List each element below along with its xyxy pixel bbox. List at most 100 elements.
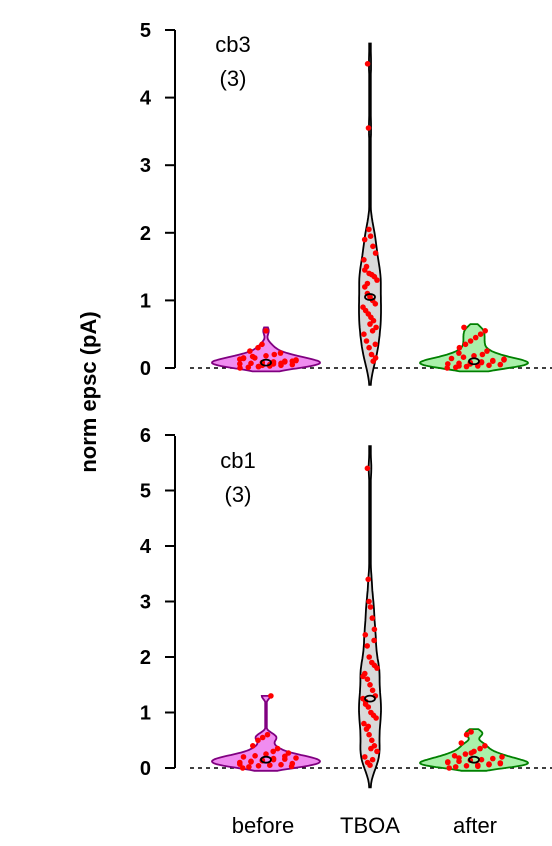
- data-point-before: [268, 693, 274, 699]
- data-point-tboa: [364, 280, 371, 287]
- data-point-tboa: [372, 250, 379, 256]
- data-point-tboa: [369, 328, 376, 334]
- data-point-before: [285, 750, 292, 756]
- data-point-tboa: [361, 257, 367, 263]
- data-point-after: [486, 761, 492, 768]
- data-point-tboa: [369, 737, 375, 744]
- data-point-after: [478, 359, 485, 366]
- data-point-after: [477, 745, 483, 752]
- data-point-tboa: [374, 665, 380, 671]
- data-point-after: [445, 759, 451, 765]
- data-point-tboa: [367, 321, 373, 327]
- data-point-tboa: [362, 754, 368, 760]
- data-point-after: [478, 756, 485, 763]
- data-point-after: [468, 750, 475, 756]
- data-point-after: [499, 754, 505, 760]
- data-point-before: [293, 357, 299, 364]
- median-marker-before: [260, 358, 272, 367]
- data-point-before: [259, 734, 266, 741]
- y-axis-title-group: norm epsc (pA): [76, 311, 101, 472]
- y-tick-label: 3: [140, 592, 151, 614]
- y-tick-label: 6: [140, 425, 151, 447]
- data-point-tboa: [368, 351, 375, 358]
- data-point-tboa: [367, 604, 374, 610]
- data-point-after: [497, 760, 504, 766]
- data-point-before: [259, 341, 265, 348]
- data-point-tboa: [364, 61, 371, 67]
- data-point-tboa: [372, 301, 379, 307]
- data-point-tboa: [367, 233, 374, 239]
- data-point-tboa: [373, 324, 379, 331]
- data-point-after: [460, 354, 467, 361]
- y-tick-label: 3: [140, 155, 151, 177]
- data-point-tboa: [366, 344, 372, 351]
- data-point-before: [252, 753, 258, 759]
- median-marker-tboa: [364, 694, 376, 703]
- data-point-tboa: [372, 341, 379, 348]
- data-point-tboa: [360, 673, 366, 680]
- median-marker-after: [468, 755, 480, 764]
- data-point-tboa: [368, 745, 374, 752]
- data-point-after: [461, 324, 467, 331]
- data-point-before: [255, 763, 262, 769]
- data-point-before: [263, 328, 269, 334]
- data-point-after: [463, 731, 470, 738]
- data-point-after: [468, 729, 474, 735]
- data-point-tboa: [370, 243, 376, 250]
- data-point-tboa: [362, 632, 369, 638]
- data-point-before: [277, 350, 284, 356]
- data-point-after: [467, 338, 474, 344]
- data-point-tboa: [362, 267, 368, 273]
- data-point-before: [271, 351, 278, 358]
- data-point-after: [456, 350, 462, 356]
- data-point-after: [479, 351, 486, 358]
- data-point-before: [247, 348, 253, 354]
- y-tick-label: 2: [140, 223, 151, 245]
- data-point-tboa: [370, 317, 377, 324]
- data-point-after: [456, 344, 463, 351]
- data-point-tboa: [363, 338, 370, 344]
- data-point-after: [456, 363, 462, 369]
- data-point-tboa: [369, 687, 376, 694]
- category-label-tboa: TBOA: [340, 813, 400, 838]
- data-point-after: [484, 348, 490, 354]
- data-point-tboa: [361, 236, 368, 243]
- data-point-before: [274, 745, 281, 752]
- data-point-before: [248, 360, 254, 367]
- category-label-after: after: [453, 813, 497, 838]
- data-point-after: [444, 365, 451, 371]
- data-point-tboa: [366, 226, 372, 233]
- data-point-tboa: [374, 748, 380, 755]
- data-point-tboa: [371, 626, 378, 633]
- data-point-after: [452, 764, 459, 770]
- data-point-after: [462, 751, 469, 757]
- data-point-before: [278, 761, 284, 768]
- data-point-tboa: [362, 701, 369, 707]
- data-point-tboa: [364, 676, 371, 682]
- y-tick-label: 4: [140, 88, 152, 110]
- data-point-before: [240, 355, 247, 361]
- data-point-tboa: [366, 654, 373, 660]
- data-point-before: [255, 737, 261, 744]
- data-point-tboa: [365, 125, 372, 131]
- data-point-tboa: [369, 615, 376, 621]
- data-point-before: [263, 353, 269, 359]
- data-point-before: [246, 764, 252, 770]
- category-labels: before TBOA after: [232, 813, 497, 838]
- data-point-after: [475, 763, 481, 770]
- median-marker-before: [260, 755, 272, 764]
- data-point-before: [270, 755, 277, 762]
- category-label-before: before: [232, 813, 294, 838]
- data-point-before: [255, 344, 261, 351]
- panel-cb3: 0 1 2 3 4 5 cb3 (3): [140, 20, 552, 386]
- panel-annotation-name: cb3: [215, 32, 250, 57]
- data-point-after: [462, 341, 469, 348]
- data-point-tboa: [369, 756, 376, 763]
- median-marker-tboa: [364, 293, 376, 301]
- y-tick-label: 5: [140, 20, 151, 42]
- data-point-tboa: [365, 576, 372, 583]
- data-point-before: [263, 751, 269, 757]
- data-point-after: [482, 743, 488, 749]
- panel-annotation-count: (3): [220, 66, 247, 91]
